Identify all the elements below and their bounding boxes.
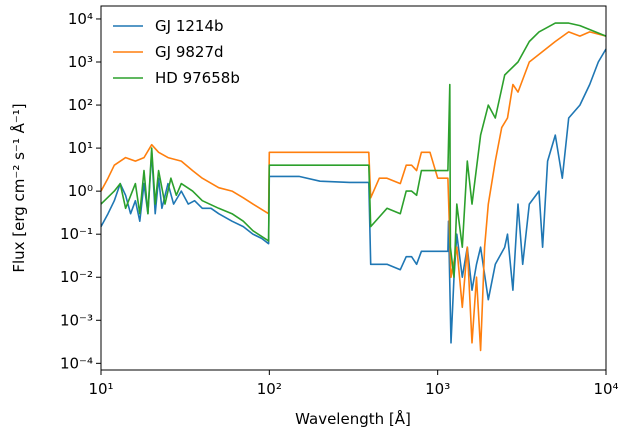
y-tick-label: 10⁻⁴ — [60, 354, 93, 372]
series-line — [100, 48, 607, 344]
series-line — [100, 31, 607, 352]
y-tick-label: 10³ — [68, 53, 93, 71]
x-axis-title: Wavelength [Å] — [295, 409, 411, 428]
x-tick-label: 10¹ — [88, 380, 113, 398]
x-tick-label: 10² — [257, 380, 282, 398]
y-tick-label: 10⁻³ — [60, 311, 93, 329]
series-line — [100, 22, 607, 278]
y-axis-title: Flux [erg cm⁻² s⁻¹ Å⁻¹] — [9, 103, 28, 272]
plot-frame — [100, 5, 607, 371]
legend-label: GJ 9827d — [155, 43, 224, 61]
y-tick-label: 10⁻² — [60, 268, 93, 286]
legend-label: GJ 1214b — [155, 17, 224, 35]
y-tick-label: 10² — [68, 96, 93, 114]
y-tick-label: 10¹ — [68, 139, 93, 157]
y-tick-label: 10⁴ — [68, 10, 93, 28]
y-tick-label: 10⁻¹ — [60, 225, 93, 243]
x-tick-label: 10⁴ — [593, 380, 618, 398]
legend-label: HD 97658b — [155, 69, 240, 87]
y-tick-label: 10⁰ — [68, 182, 93, 200]
x-tick-label: 10³ — [425, 380, 450, 398]
